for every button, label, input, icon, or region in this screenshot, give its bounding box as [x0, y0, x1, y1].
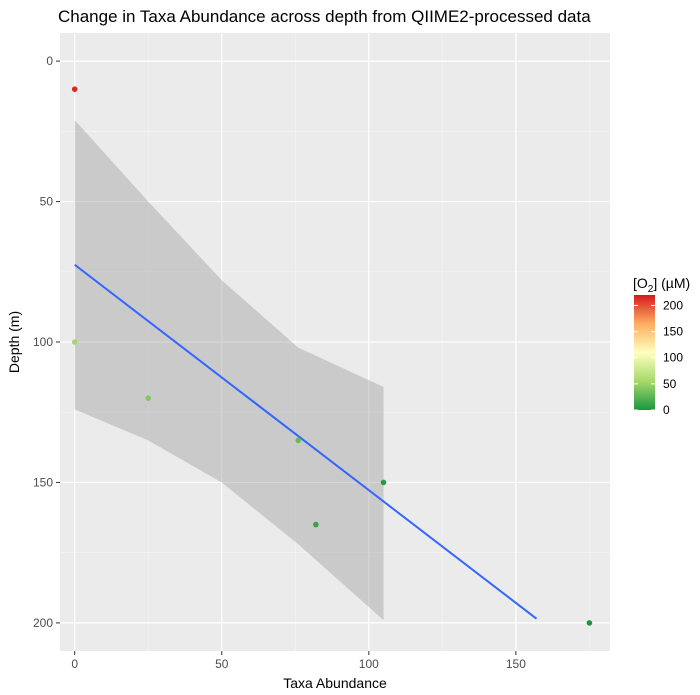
data-point	[587, 620, 593, 626]
legend-tick-label: 0	[663, 403, 670, 417]
legend-colorbar	[634, 295, 655, 410]
data-point	[72, 86, 78, 92]
legend-title-prefix: [O	[633, 275, 648, 291]
legend-tick-label: 50	[663, 377, 677, 391]
data-point	[72, 339, 78, 345]
data-point	[381, 480, 387, 486]
chart-title: Change in Taxa Abundance across depth fr…	[58, 7, 591, 26]
y-tick-label: 50	[40, 195, 54, 209]
y-axis-ticks: 0 50 100 150 200	[33, 54, 60, 630]
data-point	[295, 438, 301, 444]
legend-tick-label: 150	[663, 325, 683, 339]
legend-title: [O2] (µM)	[633, 275, 690, 295]
data-point	[313, 522, 319, 528]
x-tick-label: 100	[359, 657, 379, 671]
x-axis-title: Taxa Abundance	[283, 675, 387, 691]
y-tick-label: 150	[33, 475, 53, 489]
data-point	[145, 395, 151, 401]
x-tick-label: 150	[506, 657, 526, 671]
y-tick-label: 200	[33, 616, 53, 630]
y-tick-label: 0	[46, 54, 53, 68]
legend-tick-label: 200	[663, 298, 683, 312]
color-legend: [O2] (µM) 0 50 100 150 200	[633, 275, 690, 417]
x-tick-label: 50	[215, 657, 229, 671]
legend-tick-label: 100	[663, 351, 683, 365]
legend-title-suffix: ] (µM)	[653, 275, 690, 291]
x-tick-label: 0	[71, 657, 78, 671]
y-axis-title: Depth (m)	[6, 311, 22, 373]
x-axis-ticks: 0 50 100 150	[71, 651, 526, 671]
y-tick-label: 100	[33, 335, 53, 349]
